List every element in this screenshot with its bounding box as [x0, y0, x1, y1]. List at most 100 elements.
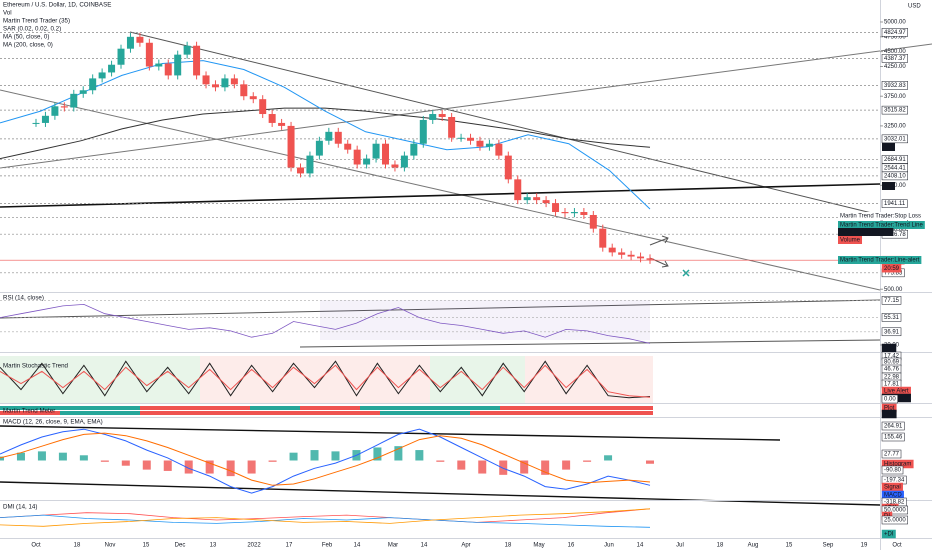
series-line	[0, 107, 651, 160]
histogram-bar	[268, 460, 277, 462]
histogram-bar	[499, 460, 508, 475]
meter-tag: Plot	[884, 412, 895, 418]
tag-box	[881, 432, 905, 442]
series-line	[0, 428, 651, 494]
rsi-tag: 36.91	[884, 329, 900, 335]
price-tag: 3515.82	[884, 108, 906, 114]
series-line	[0, 508, 651, 523]
histogram-bar	[583, 460, 592, 462]
price-tag: 2684.91	[884, 157, 906, 163]
dmi-tag: +DI	[884, 532, 894, 538]
x-tick-label: 14	[421, 543, 428, 549]
study-tag: Martin Trend Trader:Line-alert	[840, 258, 920, 264]
tag-box	[881, 394, 898, 404]
candle	[136, 36, 144, 43]
histogram-bar	[373, 447, 382, 461]
candle	[79, 90, 87, 94]
candle	[561, 212, 569, 214]
tag-box	[881, 465, 904, 475]
histogram-bar	[415, 450, 424, 461]
pane-title: DMI (14, 14)	[3, 504, 37, 511]
trend-line	[0, 43, 932, 169]
macd-tag: 264.91	[884, 424, 903, 430]
x-tick-label: 2022	[247, 543, 261, 549]
tag-box	[881, 134, 908, 144]
meter-row	[60, 411, 140, 415]
histogram-bar	[646, 460, 654, 464]
price-tag: 3932.83	[884, 83, 906, 89]
histogram-bar	[331, 451, 340, 461]
candle	[419, 119, 427, 144]
candle	[608, 247, 616, 253]
candle	[221, 78, 229, 88]
candle	[504, 155, 512, 180]
tag-box	[881, 296, 902, 305]
candle	[382, 143, 390, 165]
candle	[353, 149, 361, 165]
dmi-tag: 25.0000	[884, 518, 906, 524]
tag-box	[881, 28, 908, 37]
candle	[514, 179, 522, 201]
study-tag: SAR ParabolicSAR	[840, 230, 892, 236]
trend-line	[0, 299, 881, 319]
stoch-tag: 0.00	[884, 397, 896, 403]
candle	[202, 75, 210, 85]
candle	[334, 131, 342, 144]
study-label: Martin Trend Trader (35)	[3, 18, 70, 25]
tag-box	[881, 199, 908, 208]
x-tick-label: 14	[637, 543, 644, 549]
tag-box	[881, 263, 902, 273]
candle	[580, 212, 588, 215]
stoch-tag: 46.76	[884, 367, 900, 373]
candle	[599, 228, 607, 248]
histogram-bar	[226, 460, 235, 477]
histogram-bar	[310, 450, 319, 461]
series-line	[0, 303, 651, 344]
meter-tag: Plot	[884, 406, 895, 412]
candle	[98, 72, 106, 79]
rsi-tag: RSI	[884, 346, 894, 352]
meter-row	[300, 406, 360, 410]
candle	[32, 122, 40, 124]
x-tick-label: 15	[143, 543, 150, 549]
candle	[400, 155, 408, 168]
x-tick-label: Sep	[823, 543, 834, 549]
candle	[174, 54, 182, 76]
histogram-bar	[16, 452, 25, 461]
macd-tag: MACD	[884, 493, 902, 499]
symbol-title: Ethereum / U.S. Dollar, 1D, COINBASE	[3, 2, 111, 9]
histogram-bar	[562, 460, 571, 470]
tag-box	[881, 327, 902, 337]
candle	[325, 131, 333, 141]
macd-tag: -197.34	[884, 478, 905, 484]
candle	[296, 167, 304, 174]
candle	[183, 45, 191, 55]
arrow	[649, 235, 669, 246]
candle	[117, 48, 125, 65]
x-tick-label: Oct	[31, 543, 41, 549]
macd-tag: 155.46	[884, 435, 903, 441]
study-label: SAR (0.02, 0.02, 0.2)	[3, 26, 61, 33]
candle	[485, 143, 493, 147]
macd-tag: -318.82	[884, 500, 905, 506]
tag-box	[881, 529, 896, 539]
series-line	[0, 60, 651, 210]
tag-box	[838, 256, 922, 264]
histogram-bar	[163, 460, 172, 471]
series-line	[0, 364, 651, 398]
price-tag: 4387.37	[884, 56, 906, 62]
histogram-bar	[247, 460, 256, 474]
tag-box	[881, 155, 908, 164]
meter-row	[380, 411, 470, 415]
histogram-bar	[142, 460, 151, 470]
candle	[89, 78, 97, 91]
trend-line	[299, 339, 881, 348]
series-line	[0, 432, 651, 486]
y-tick-label: 4750.00	[884, 34, 906, 40]
tag-box	[838, 221, 925, 229]
study-tag: Volume	[840, 238, 861, 244]
y-tick-label: 4250.00	[884, 64, 906, 70]
pane-title: Martin Trend Meter	[3, 408, 55, 415]
x-tick-label: Jun	[604, 543, 614, 549]
candle	[145, 42, 153, 67]
